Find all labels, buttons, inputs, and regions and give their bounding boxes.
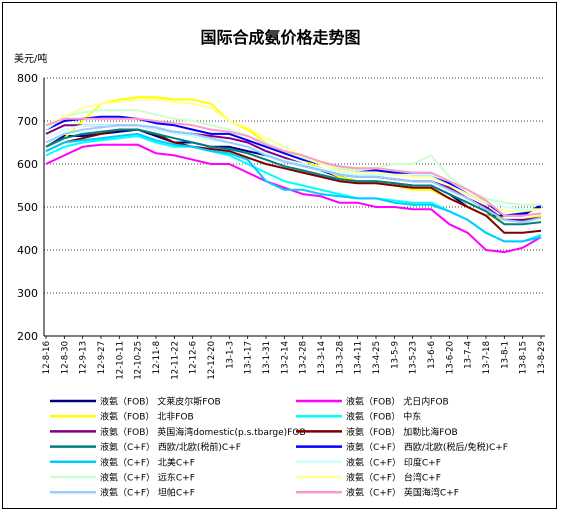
- series-line-11: [45, 109, 541, 206]
- legend-label: 液氨（FOB） 文莱皮尔斯FOB: [100, 396, 221, 408]
- legend-label: 液氨（C+F） 坦帕C+F: [100, 487, 195, 499]
- x-tick-label: 12-11-8: [152, 341, 162, 374]
- y-tick-label: 800: [17, 72, 38, 85]
- legend-label: 液氨（C+F） 印度C+F: [346, 456, 441, 468]
- y-tick-label: 300: [17, 287, 38, 300]
- series-line-2: [45, 143, 542, 254]
- x-tick-label: 13-2-14: [280, 341, 290, 374]
- series-line-12: [45, 98, 542, 213]
- legend-label: 液氨（FOB） 加勒比海FOB: [346, 426, 458, 438]
- legend-label: 液氨（FOB） 英国海湾domestic(p.s.tbarge)FOB: [100, 426, 306, 438]
- x-tick-label: 12-9-27: [97, 341, 107, 374]
- x-tick-label: 13-5-23: [409, 341, 419, 374]
- x-tick-label: 13-3-14: [317, 341, 327, 374]
- x-tick-label: 13-5-9: [390, 341, 400, 369]
- x-tick-label: 12-9-13: [79, 341, 89, 374]
- x-tick-label: 13-8-15: [519, 341, 529, 374]
- legend-label: 液氨（FOB） 中东: [346, 411, 421, 423]
- legend: 液氨（FOB） 文莱皮尔斯FOB 液氨（FOB） 尤日内FOB 液氨（FOB） 北非…: [50, 396, 508, 499]
- x-tick-label: 13-6-20: [445, 341, 455, 374]
- x-tick-label: 13-4-11: [354, 341, 364, 374]
- x-tick-label: 13-2-28: [299, 341, 309, 374]
- y-axis-label: 美元/吨: [14, 54, 48, 65]
- series-line-9: [45, 132, 542, 243]
- series-line-13: [45, 124, 542, 224]
- series-line-14: [45, 117, 542, 217]
- y-tick-label: 400: [17, 244, 38, 257]
- y-tick-label: 200: [17, 330, 38, 343]
- legend-label: 液氨（C+F） 台湾C+F: [346, 472, 441, 484]
- x-tick-label: 13-4-25: [372, 341, 382, 374]
- x-tick-label: 13-1-3: [225, 341, 235, 369]
- legend-label: 液氨（FOB） 北非FOB: [100, 411, 194, 423]
- x-tick-label: 13-8-29: [537, 341, 547, 374]
- x-tick-label: 12-8-30: [60, 341, 70, 374]
- x-tick-label: 13-1-17: [244, 341, 254, 374]
- x-tick-label: 13-1-31: [262, 341, 272, 374]
- series-line-7: [45, 128, 542, 226]
- legend-label: 液氨（C+F） 英国海湾C+F: [346, 487, 459, 499]
- x-tick-label: 12-8-16: [42, 341, 52, 374]
- y-tick-label: 700: [17, 115, 38, 128]
- y-tick-label: 500: [17, 201, 38, 214]
- chart-title: 国际合成氨价格走势图: [200, 28, 361, 47]
- y-tick-label: 600: [17, 158, 38, 171]
- plot-area: 200 300 400 500 600 700 800 12-8-16 12-8-30 12-9-…: [17, 72, 547, 380]
- legend-label: 液氨（C+F） 西欧/北欧(税前)C+F: [100, 441, 241, 453]
- legend-label: 液氨（FOB） 尤日内FOB: [346, 396, 449, 408]
- x-tick-label: 12-11-22: [170, 341, 180, 380]
- x-tick-label: 12-10-25: [134, 341, 144, 380]
- x-tick-label: 13-6-6: [427, 341, 437, 369]
- legend-label: 液氨（C+F） 西欧/北欧(税后/免税)C+F: [346, 441, 508, 453]
- legend-label: 液氨（C+F） 北美C+F: [100, 456, 195, 468]
- x-tick-label: 13-3-28: [335, 341, 345, 374]
- x-tick-label: 12-12-20: [207, 341, 217, 380]
- chart-frame: [2, 2, 557, 509]
- x-tick-label: 13-7-4: [464, 341, 474, 369]
- legend-label: 液氨（C+F） 远东C+F: [100, 472, 195, 484]
- x-tick-label: 12-10-11: [115, 341, 125, 380]
- x-tick-label: 13-7-18: [482, 341, 492, 374]
- x-tick-label: 13-8-1: [500, 341, 510, 369]
- x-tick-label: 12-12-6: [189, 341, 199, 374]
